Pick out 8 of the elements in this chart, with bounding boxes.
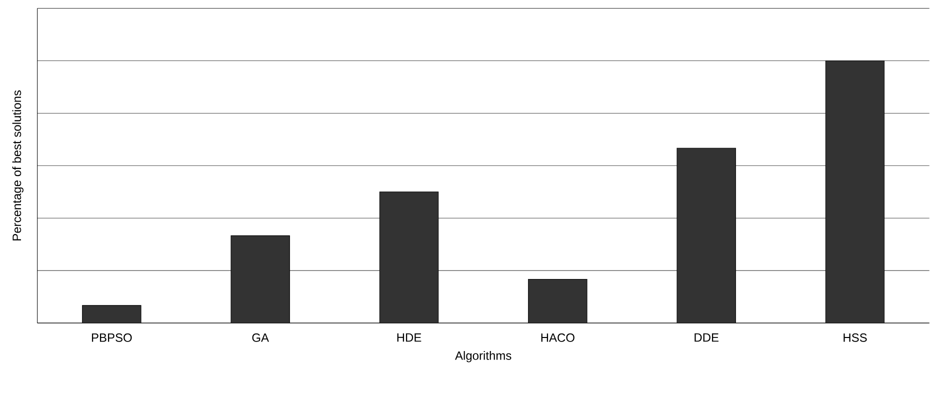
x-tick-label: HDE	[397, 333, 422, 342]
y-axis-title: Percentage of best solutions	[12, 90, 24, 240]
x-tick-label: DDE	[694, 333, 718, 342]
x-tick-label: HSS	[844, 333, 867, 342]
x-tick-label: HACO	[541, 333, 574, 342]
x-tick-label: PBPSO	[92, 333, 132, 342]
x-tick-label: GA	[252, 333, 269, 342]
x-axis-title: Algorithms	[455, 351, 512, 362]
